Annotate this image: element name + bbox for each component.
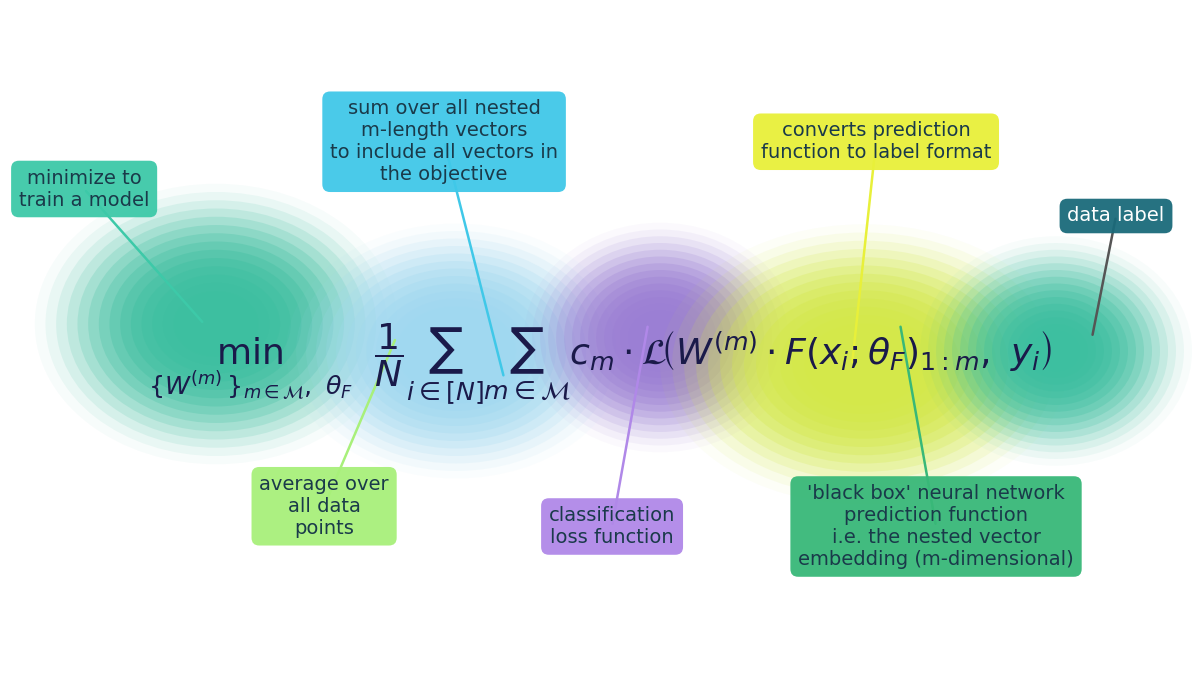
Ellipse shape xyxy=(316,246,596,456)
Ellipse shape xyxy=(952,263,1160,439)
Ellipse shape xyxy=(840,348,888,381)
Ellipse shape xyxy=(944,256,1168,446)
Ellipse shape xyxy=(306,238,606,464)
Text: 'black box' neural network
prediction function
i.e. the nested vector
embedding : 'black box' neural network prediction fu… xyxy=(798,484,1074,569)
Ellipse shape xyxy=(684,241,1044,488)
Ellipse shape xyxy=(98,234,334,414)
Ellipse shape xyxy=(596,284,724,392)
Ellipse shape xyxy=(852,356,876,373)
Ellipse shape xyxy=(163,283,270,365)
Text: classification
loss function: classification loss function xyxy=(548,506,676,547)
Ellipse shape xyxy=(376,291,536,411)
Ellipse shape xyxy=(960,270,1152,432)
Ellipse shape xyxy=(1016,317,1096,385)
Ellipse shape xyxy=(804,323,924,406)
Ellipse shape xyxy=(416,321,496,381)
Ellipse shape xyxy=(436,336,476,366)
Ellipse shape xyxy=(768,298,960,431)
Ellipse shape xyxy=(396,306,516,396)
Ellipse shape xyxy=(548,243,772,432)
Ellipse shape xyxy=(756,290,972,439)
Ellipse shape xyxy=(1048,344,1064,358)
Ellipse shape xyxy=(936,250,1176,452)
Ellipse shape xyxy=(56,200,376,448)
Ellipse shape xyxy=(976,284,1136,418)
Ellipse shape xyxy=(696,249,1032,480)
Ellipse shape xyxy=(992,297,1120,405)
Ellipse shape xyxy=(131,258,301,390)
Ellipse shape xyxy=(652,331,668,344)
Ellipse shape xyxy=(612,297,708,378)
Ellipse shape xyxy=(744,282,984,447)
Ellipse shape xyxy=(984,290,1128,412)
Ellipse shape xyxy=(588,277,732,398)
Ellipse shape xyxy=(205,316,227,332)
Ellipse shape xyxy=(556,250,764,425)
Ellipse shape xyxy=(184,299,248,349)
Ellipse shape xyxy=(968,277,1144,425)
Ellipse shape xyxy=(346,269,566,433)
Ellipse shape xyxy=(1008,310,1104,391)
Ellipse shape xyxy=(620,304,700,371)
Ellipse shape xyxy=(386,298,526,404)
Ellipse shape xyxy=(1032,331,1080,371)
Ellipse shape xyxy=(532,230,788,446)
Text: minimize to
train a model: minimize to train a model xyxy=(19,169,149,209)
Ellipse shape xyxy=(296,231,616,471)
Ellipse shape xyxy=(644,324,676,351)
Text: data label: data label xyxy=(1067,207,1165,225)
Ellipse shape xyxy=(326,254,586,448)
Ellipse shape xyxy=(194,308,238,340)
Text: converts prediction
function to label format: converts prediction function to label fo… xyxy=(761,122,991,162)
Ellipse shape xyxy=(174,291,259,357)
Ellipse shape xyxy=(928,243,1184,459)
Ellipse shape xyxy=(356,276,556,426)
Ellipse shape xyxy=(708,257,1020,472)
Ellipse shape xyxy=(628,310,692,364)
Ellipse shape xyxy=(336,261,576,441)
Ellipse shape xyxy=(604,290,716,385)
Text: sum over all nested
m-length vectors
to include all vectors in
the objective: sum over all nested m-length vectors to … xyxy=(330,99,558,184)
Ellipse shape xyxy=(732,274,996,455)
Text: average over
all data
points: average over all data points xyxy=(259,475,389,538)
Ellipse shape xyxy=(78,217,355,431)
Ellipse shape xyxy=(572,263,748,412)
Ellipse shape xyxy=(1040,338,1072,364)
Ellipse shape xyxy=(672,232,1056,497)
Ellipse shape xyxy=(446,344,466,358)
Ellipse shape xyxy=(1000,304,1112,398)
Ellipse shape xyxy=(366,284,546,418)
Ellipse shape xyxy=(46,192,386,456)
Ellipse shape xyxy=(792,315,936,414)
Ellipse shape xyxy=(816,331,912,398)
Ellipse shape xyxy=(580,270,740,405)
Ellipse shape xyxy=(142,266,290,382)
Ellipse shape xyxy=(564,256,756,418)
Ellipse shape xyxy=(636,317,684,358)
Ellipse shape xyxy=(120,250,312,398)
Ellipse shape xyxy=(88,225,344,423)
Ellipse shape xyxy=(720,265,1008,464)
Ellipse shape xyxy=(109,242,323,406)
Ellipse shape xyxy=(828,340,900,389)
Text: $\min_{\{W^{(m)}\}_{m\in\mathcal{M}},\ \theta_F}\ \ \dfrac{1}{N}\sum_{i\in[N]}\s: $\min_{\{W^{(m)}\}_{m\in\mathcal{M}},\ \… xyxy=(148,322,1052,407)
Ellipse shape xyxy=(406,313,506,389)
Ellipse shape xyxy=(540,236,780,439)
Ellipse shape xyxy=(152,275,280,373)
Ellipse shape xyxy=(67,209,366,439)
Ellipse shape xyxy=(1024,324,1088,378)
Ellipse shape xyxy=(426,329,486,373)
Ellipse shape xyxy=(780,306,948,423)
